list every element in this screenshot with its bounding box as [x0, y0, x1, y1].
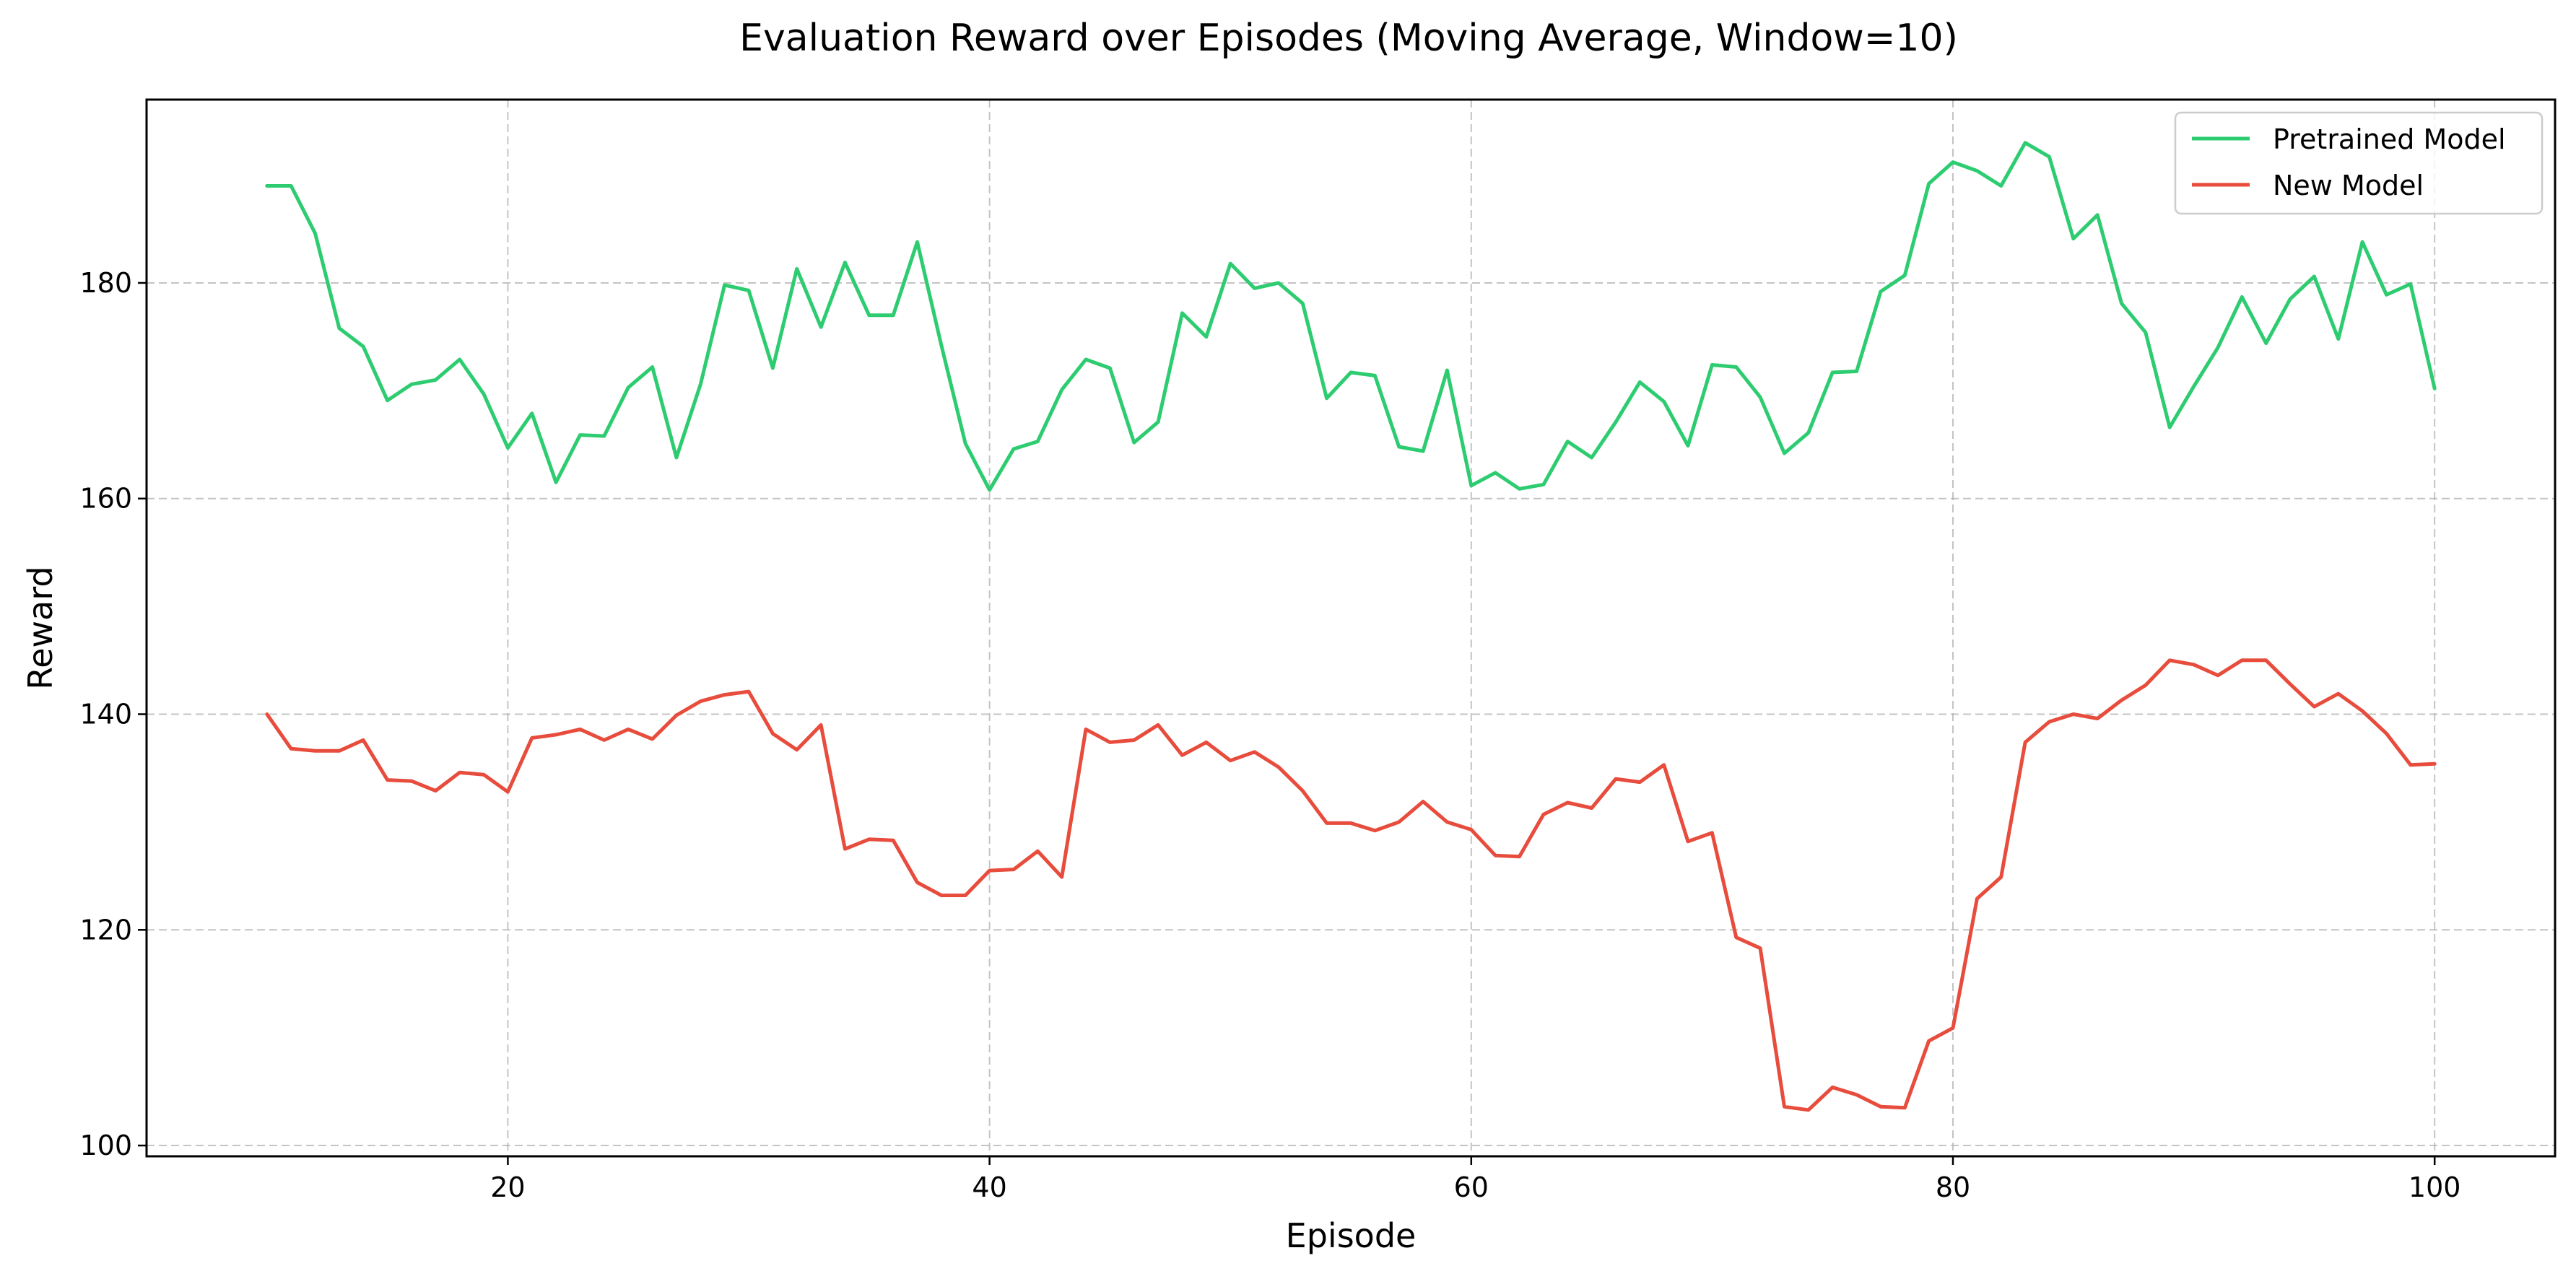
legend: Pretrained Model New Model [2174, 111, 2544, 215]
legend-label-pretrained-model: Pretrained Model [2273, 123, 2506, 155]
grid-lines [147, 100, 2555, 1156]
y-tick-label: 140 [79, 699, 132, 730]
y-axis-label: Reward [21, 566, 60, 689]
x-tick-label: 100 [2409, 1171, 2461, 1203]
series-lines [265, 141, 2437, 1112]
x-tick-label: 60 [1454, 1171, 1489, 1203]
y-tick-label: 160 [79, 483, 132, 515]
series-line-pretrained-model [265, 141, 2437, 492]
y-tick-label: 120 [79, 914, 132, 946]
chart-title: Evaluation Reward over Episodes (Moving … [739, 17, 1958, 60]
x-axis-ticks: 20 40 60 80 100 [490, 1156, 2460, 1203]
y-axis-ticks: 100 120 140 160 180 [79, 267, 147, 1161]
x-tick-label: 40 [972, 1171, 1006, 1203]
x-tick-label: 80 [1936, 1171, 1970, 1203]
x-axis-label: Episode [1286, 1216, 1417, 1255]
x-tick-label: 20 [490, 1171, 525, 1203]
legend-box [2174, 111, 2544, 215]
y-tick-label: 100 [79, 1130, 132, 1161]
series-line-new-model [265, 658, 2437, 1112]
legend-label-new-model: New Model [2273, 170, 2424, 201]
plot-area-frame [145, 98, 2557, 1158]
y-tick-label: 180 [79, 267, 132, 299]
